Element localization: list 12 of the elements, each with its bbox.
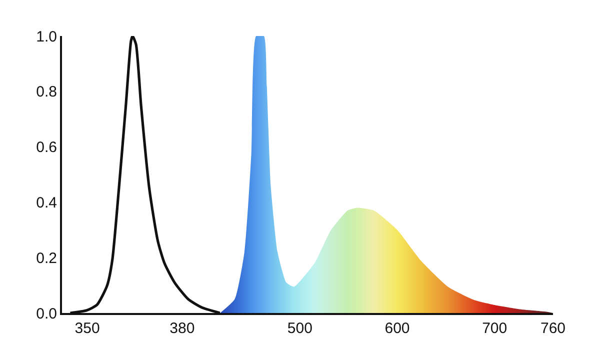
x-tick-label: 380 <box>170 320 195 337</box>
y-tick-label: 0.0 <box>36 305 57 322</box>
x-tick-label: 500 <box>287 320 312 337</box>
x-tick-label: 600 <box>384 320 410 337</box>
y-tick-label: 0.4 <box>36 194 57 212</box>
x-tick-label: 700 <box>482 320 508 337</box>
x-tick-label: 350 <box>74 320 100 337</box>
y-tick-label: 0.6 <box>36 139 57 156</box>
y-tick-label: 0.8 <box>36 84 57 101</box>
y-tick-label: 0.2 <box>36 250 57 267</box>
y-tick-label: 1.0 <box>36 28 57 46</box>
x-tick-label: 760 <box>540 320 566 337</box>
